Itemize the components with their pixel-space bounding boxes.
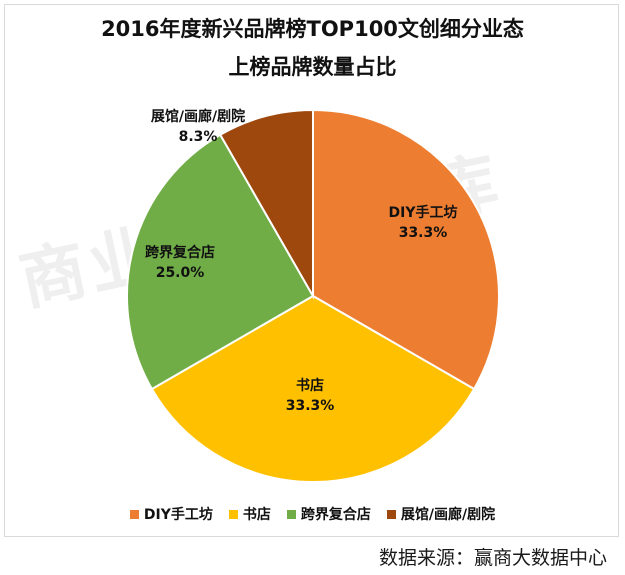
slice-name-gallery: 展馆/画廊/剧院 bbox=[150, 109, 246, 125]
pie-slice-crossover bbox=[126, 133, 315, 391]
slice-value-diy: 33.3% bbox=[398, 225, 448, 241]
legend-swatch-bookstore bbox=[228, 509, 238, 519]
pie-slice-diy bbox=[312, 108, 500, 391]
slice-value-gallery: 8.3% bbox=[178, 129, 218, 145]
legend-item-crossover: 跨界复合店 bbox=[286, 504, 371, 524]
slice-value-bookstore: 33.3% bbox=[285, 398, 335, 414]
pie-slice-gallery bbox=[218, 108, 314, 300]
slice-name-crossover: 跨界复合店 bbox=[145, 245, 215, 261]
legend-item-diy: DIY手工坊 bbox=[129, 504, 213, 524]
pie-slice-bookstore bbox=[150, 294, 476, 483]
legend-label-diy: DIY手工坊 bbox=[143, 507, 213, 523]
legend-swatch-gallery bbox=[386, 509, 396, 519]
slice-name-diy: DIY手工坊 bbox=[388, 205, 458, 221]
slice-value-crossover: 25.0% bbox=[155, 265, 205, 281]
slice-label-crossover: 跨界复合店 25.0% bbox=[145, 243, 215, 283]
source-note: 数据来源：赢商大数据中心 bbox=[378, 547, 607, 569]
legend-label-bookstore: 书店 bbox=[242, 507, 271, 523]
legend-swatch-diy bbox=[129, 509, 139, 519]
legend-label-crossover: 跨界复合店 bbox=[300, 507, 371, 523]
legend-label-gallery: 展馆/画廊/剧院 bbox=[400, 507, 496, 523]
slice-label-gallery: 展馆/画廊/剧院 8.3% bbox=[151, 107, 245, 147]
slice-label-diy: DIY手工坊 33.3% bbox=[389, 203, 458, 243]
chart-title: 2016年度新兴品牌榜TOP100文创细分业态 bbox=[101, 17, 524, 41]
chart-legend: DIY手工坊 书店 跨界复合店 展馆/画廊/剧院 bbox=[0, 504, 625, 524]
slice-label-bookstore: 书店 33.3% bbox=[286, 376, 335, 416]
legend-item-bookstore: 书店 bbox=[228, 504, 271, 524]
chart-subtitle: 上榜品牌数量占比 bbox=[228, 55, 397, 79]
legend-item-gallery: 展馆/画廊/剧院 bbox=[386, 504, 496, 524]
legend-swatch-crossover bbox=[286, 509, 296, 519]
slice-name-bookstore: 书店 bbox=[295, 378, 324, 394]
